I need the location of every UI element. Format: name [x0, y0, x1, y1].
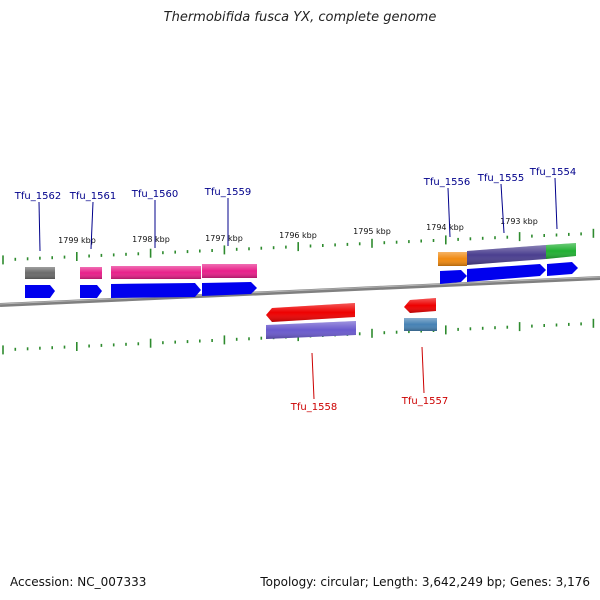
gene-Tfu_1562[interactable]: Tfu_1562	[14, 191, 61, 298]
gene-label-leader	[421, 346, 425, 394]
scale-label: 1795 kbp	[353, 227, 391, 236]
cds-forward-arrow	[80, 285, 102, 298]
cds-forward-arrow	[111, 283, 201, 298]
gene-Tfu_1557[interactable]: Tfu_1557	[401, 298, 448, 407]
cds-reverse-arrow-shade	[266, 303, 355, 322]
gene-label-leader	[447, 187, 451, 238]
scale-label: 1798 kbp	[132, 235, 170, 244]
feature-block-shade	[546, 243, 576, 259]
gene-Tfu_1554[interactable]: Tfu_1554	[529, 167, 578, 276]
gene-Tfu_1558[interactable]: Tfu_1558	[266, 303, 356, 413]
gene-label-leader	[500, 183, 505, 234]
gene-label: Tfu_1558	[290, 402, 337, 413]
cds-reverse-arrow-shade	[404, 298, 436, 313]
gene-label: Tfu_1555	[477, 173, 524, 184]
feature-block-shade	[467, 245, 546, 265]
gene-Tfu_1561[interactable]: Tfu_1561	[69, 191, 116, 298]
cds-forward-arrow	[25, 285, 55, 298]
cds-forward-arrow	[440, 270, 467, 284]
scale-label: 1794 kbp	[426, 223, 464, 232]
gene-label: Tfu_1556	[423, 177, 470, 188]
gene-Tfu_1560[interactable]: Tfu_1560	[111, 189, 201, 298]
gene-label: Tfu_1554	[529, 167, 576, 178]
cds-forward-arrow	[467, 264, 546, 282]
scale-label: 1797 kbp	[205, 234, 243, 243]
gene-label: Tfu_1560	[131, 189, 178, 200]
gene-label-leader	[90, 201, 94, 250]
feature-block-shade	[202, 264, 257, 278]
cds-forward-arrow	[547, 262, 578, 276]
gene-label-leader	[38, 201, 41, 252]
gene-Tfu_1555[interactable]: Tfu_1555	[467, 173, 546, 282]
feature-block-shade	[404, 318, 437, 331]
scale-label: 1793 kbp	[500, 217, 538, 226]
gene-label-leader	[311, 352, 315, 400]
genome-backbone-highlight	[0, 276, 600, 305]
gene-Tfu_1559[interactable]: Tfu_1559	[202, 187, 257, 296]
feature-block-shade	[438, 252, 467, 266]
feature-block-shade	[266, 321, 356, 339]
gene-label: Tfu_1561	[69, 191, 116, 202]
gene-label: Tfu_1562	[14, 191, 61, 202]
genome-backbone	[0, 276, 600, 307]
cds-forward-arrow	[202, 282, 257, 296]
gene-label-leader	[554, 177, 558, 230]
accession-text: Accession: NC_007333	[10, 575, 147, 589]
gene-Tfu_1556[interactable]: Tfu_1556	[423, 177, 470, 284]
feature-block-shade	[111, 266, 201, 279]
topology-text: Topology: circular; Length: 3,642,249 bp…	[260, 575, 590, 589]
scale-label: 1796 kbp	[279, 231, 317, 240]
genome-title: Thermobifida fusca YX, complete genome	[163, 10, 437, 25]
scale-labels: 1799 kbp 1798 kbp 1797 kbp 1796 kbp 1795…	[58, 217, 538, 245]
gene-label: Tfu_1559	[204, 187, 251, 198]
feature-block-shade	[25, 267, 55, 279]
feature-block-shade	[80, 267, 102, 279]
scale-label: 1799 kbp	[58, 236, 96, 245]
gene-label: Tfu_1557	[401, 396, 448, 407]
scale-ticks	[2, 228, 595, 355]
